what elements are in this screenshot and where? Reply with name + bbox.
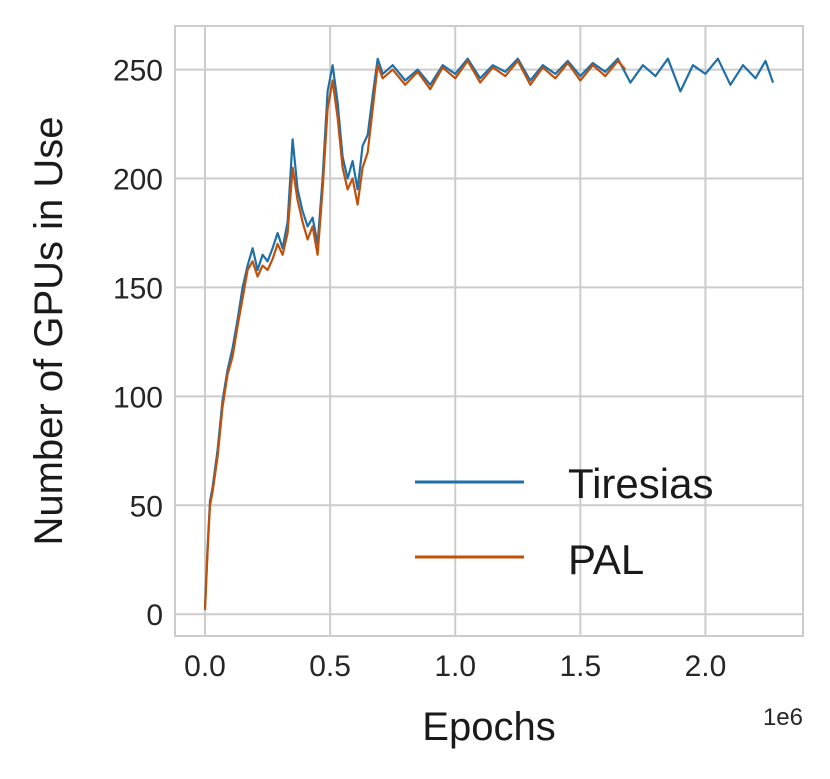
y-axis-title: Number of GPUs in Use	[27, 116, 71, 545]
y-tick-label: 50	[130, 490, 163, 523]
x-tick-label: 1.5	[559, 650, 601, 683]
legend: Tiresias PAL	[415, 460, 713, 583]
y-tick-label: 250	[113, 55, 163, 88]
x-axis-offset-label: 1e6	[763, 704, 803, 731]
x-axis-title: Epochs	[422, 705, 555, 749]
x-tick-label: 0.5	[309, 650, 351, 683]
y-tick-labels: 0 50 100 150 200 250	[113, 55, 163, 633]
y-tick-label: 100	[113, 381, 163, 414]
x-tick-label: 1.0	[434, 650, 476, 683]
x-tick-label: 0.0	[184, 650, 226, 683]
y-tick-label: 200	[113, 164, 163, 197]
y-gridlines	[175, 68, 803, 616]
series-line-pal	[203, 59, 627, 610]
x-tick-labels: 0.0 0.5 1.0 1.5 2.0	[184, 650, 726, 683]
y-tick-label: 150	[113, 272, 163, 305]
x-tick-label: 2.0	[685, 650, 727, 683]
x-gridlines	[204, 26, 707, 636]
legend-label-pal: PAL	[568, 536, 644, 583]
series-lines	[203, 57, 775, 610]
y-tick-label: 0	[146, 599, 163, 632]
series-line-tiresias	[203, 57, 775, 608]
plot-frame	[174, 25, 804, 637]
legend-label-tiresias: Tiresias	[568, 460, 713, 507]
